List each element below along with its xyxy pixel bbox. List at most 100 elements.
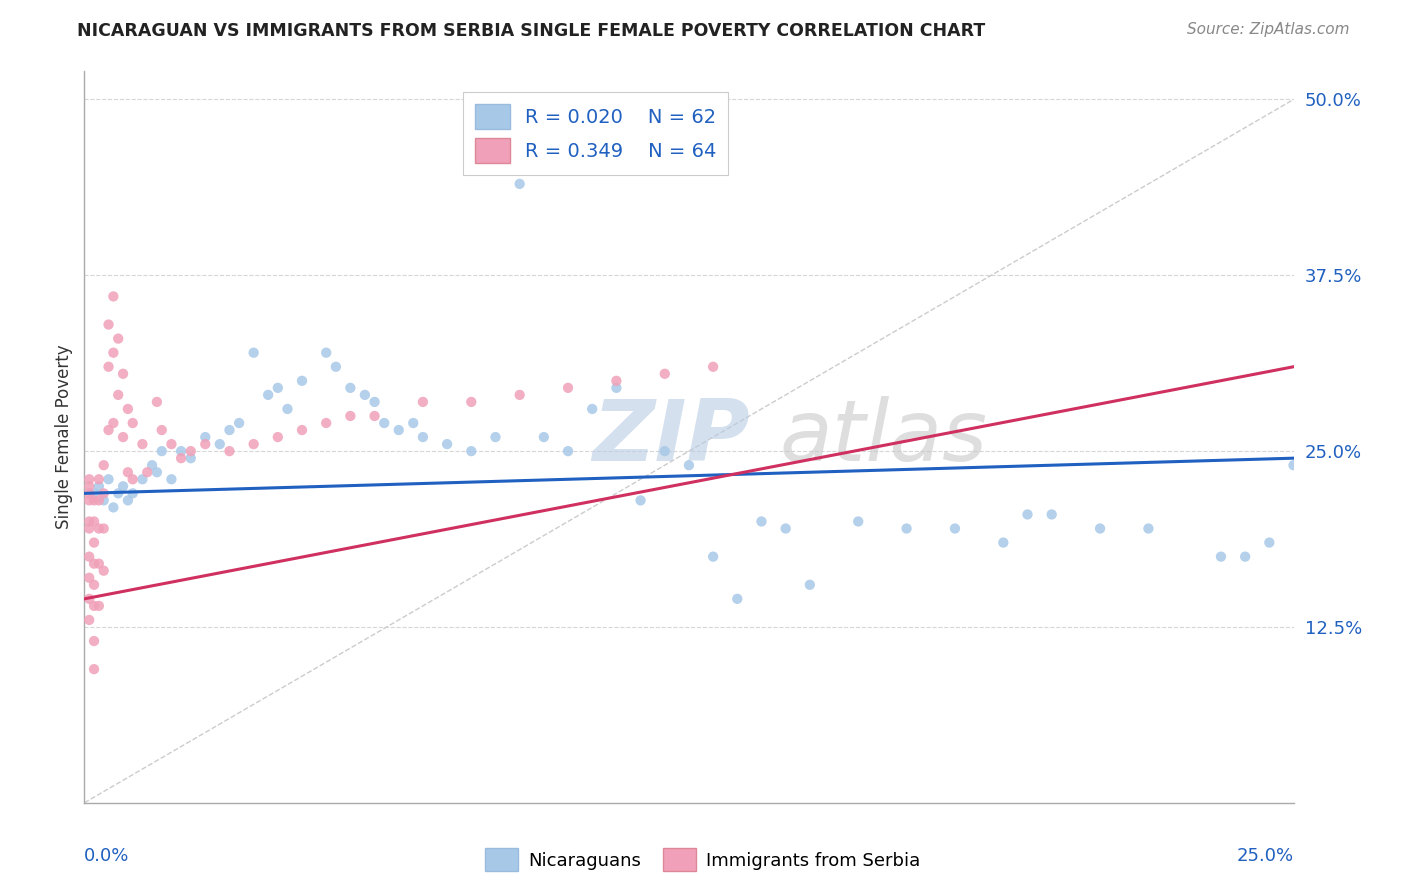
Point (117, 465, 139, 479)
Point (180, 451, 202, 466)
Point (1017, 508, 1039, 522)
Text: ZIP: ZIP (592, 395, 749, 479)
Point (117, 401, 139, 416)
Point (87, 493, 110, 508)
Text: 0.0%: 0.0% (84, 847, 129, 864)
Point (112, 479, 135, 493)
Point (83, 557, 105, 571)
Point (412, 395, 434, 409)
Point (121, 416, 143, 430)
Point (654, 444, 676, 458)
Point (194, 437, 217, 451)
Point (228, 416, 250, 430)
Point (146, 465, 169, 479)
Point (77, 479, 100, 493)
Point (77, 613, 100, 627)
Point (93, 521, 115, 535)
Point (605, 381, 627, 395)
Point (388, 423, 411, 437)
Point (557, 381, 579, 395)
Point (402, 416, 425, 430)
Point (509, 388, 531, 402)
Point (581, 401, 603, 416)
Point (107, 332, 129, 346)
Point (77, 521, 100, 535)
Point (194, 430, 217, 444)
Point (460, 444, 482, 458)
Point (484, 430, 506, 444)
Point (799, 578, 821, 592)
Point (242, 437, 264, 451)
Point (993, 535, 1015, 549)
Point (218, 423, 240, 437)
Y-axis label: Single Female Poverty: Single Female Poverty (55, 345, 73, 529)
Point (702, 359, 724, 374)
Point (87, 521, 110, 535)
Point (136, 465, 159, 479)
Point (97, 359, 120, 374)
Point (460, 395, 482, 409)
Point (97, 318, 120, 332)
Point (242, 345, 264, 359)
Point (702, 549, 724, 564)
Point (363, 395, 385, 409)
Point (1282, 458, 1305, 473)
Point (150, 444, 173, 458)
Point (93, 458, 115, 473)
Point (267, 430, 290, 444)
Text: NICARAGUAN VS IMMIGRANTS FROM SERBIA SINGLE FEMALE POVERTY CORRELATION CHART: NICARAGUAN VS IMMIGRANTS FROM SERBIA SIN… (77, 22, 986, 40)
Point (775, 521, 797, 535)
Point (1137, 521, 1160, 535)
Point (103, 289, 125, 303)
Point (103, 345, 125, 359)
Point (97, 472, 120, 486)
Point (107, 388, 129, 402)
Point (131, 472, 153, 486)
Point (325, 359, 347, 374)
Point (751, 515, 773, 529)
Point (363, 409, 385, 423)
Point (291, 374, 314, 388)
Point (93, 493, 115, 508)
Point (276, 401, 298, 416)
Point (291, 423, 314, 437)
Point (83, 515, 105, 529)
Point (83, 634, 105, 648)
Point (117, 493, 139, 508)
Point (83, 535, 105, 549)
Point (725, 591, 748, 606)
Point (77, 571, 100, 585)
Point (654, 367, 676, 381)
Point (150, 423, 173, 437)
Point (1040, 508, 1063, 522)
Point (83, 662, 105, 676)
Point (93, 486, 115, 500)
Legend: Nicaraguans, Immigrants from Serbia: Nicaraguans, Immigrants from Serbia (478, 841, 928, 879)
Point (160, 472, 183, 486)
Point (87, 557, 110, 571)
Point (141, 458, 163, 473)
Point (131, 437, 153, 451)
Point (354, 388, 377, 402)
Point (146, 395, 169, 409)
Point (83, 493, 105, 508)
Point (315, 416, 337, 430)
Point (160, 437, 183, 451)
Point (605, 374, 627, 388)
Point (1234, 549, 1257, 564)
Point (509, 177, 531, 191)
Point (103, 500, 125, 515)
Point (257, 388, 280, 402)
Point (170, 451, 193, 466)
Point (630, 493, 652, 508)
Point (103, 416, 125, 430)
Point (121, 472, 143, 486)
Point (267, 381, 290, 395)
Point (339, 381, 361, 395)
Point (77, 515, 100, 529)
Point (412, 430, 434, 444)
Point (121, 486, 143, 500)
Point (373, 416, 395, 430)
Point (339, 409, 361, 423)
Point (87, 599, 110, 613)
